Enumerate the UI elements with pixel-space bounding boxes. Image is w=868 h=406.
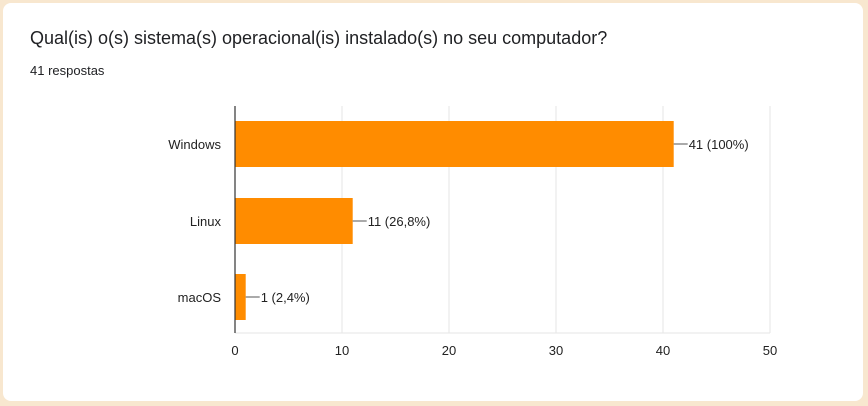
category-label: Windows xyxy=(168,137,221,152)
data-label: 11 (26,8%) xyxy=(368,214,431,229)
axes xyxy=(234,106,770,334)
data-label: 41 (100%) xyxy=(689,137,749,152)
x-tick-label: 50 xyxy=(763,343,777,358)
x-tick-label: 20 xyxy=(442,343,456,358)
x-tick-label: 10 xyxy=(335,343,349,358)
category-label: Linux xyxy=(190,214,222,229)
bar-macos xyxy=(235,274,246,320)
question-title: Qual(is) o(s) sistema(s) operacional(is)… xyxy=(30,28,608,48)
x-tick-label: 40 xyxy=(656,343,670,358)
category-label: macOS xyxy=(178,290,222,305)
labels: 0 10 20 30 40 50 Windows 41 (100%) Linux 11 (26,8… xyxy=(168,137,777,358)
question-card: Qual(is) o(s) sistema(s) operacional(is)… xyxy=(3,3,863,401)
bars xyxy=(235,121,674,320)
x-tick-label: 30 xyxy=(549,343,563,358)
responses-count: 41 respostas xyxy=(30,63,105,78)
bar-windows xyxy=(235,121,674,167)
bar-linux xyxy=(235,198,353,244)
data-label: 1 (2,4%) xyxy=(261,290,310,305)
x-tick-label: 0 xyxy=(231,343,238,358)
